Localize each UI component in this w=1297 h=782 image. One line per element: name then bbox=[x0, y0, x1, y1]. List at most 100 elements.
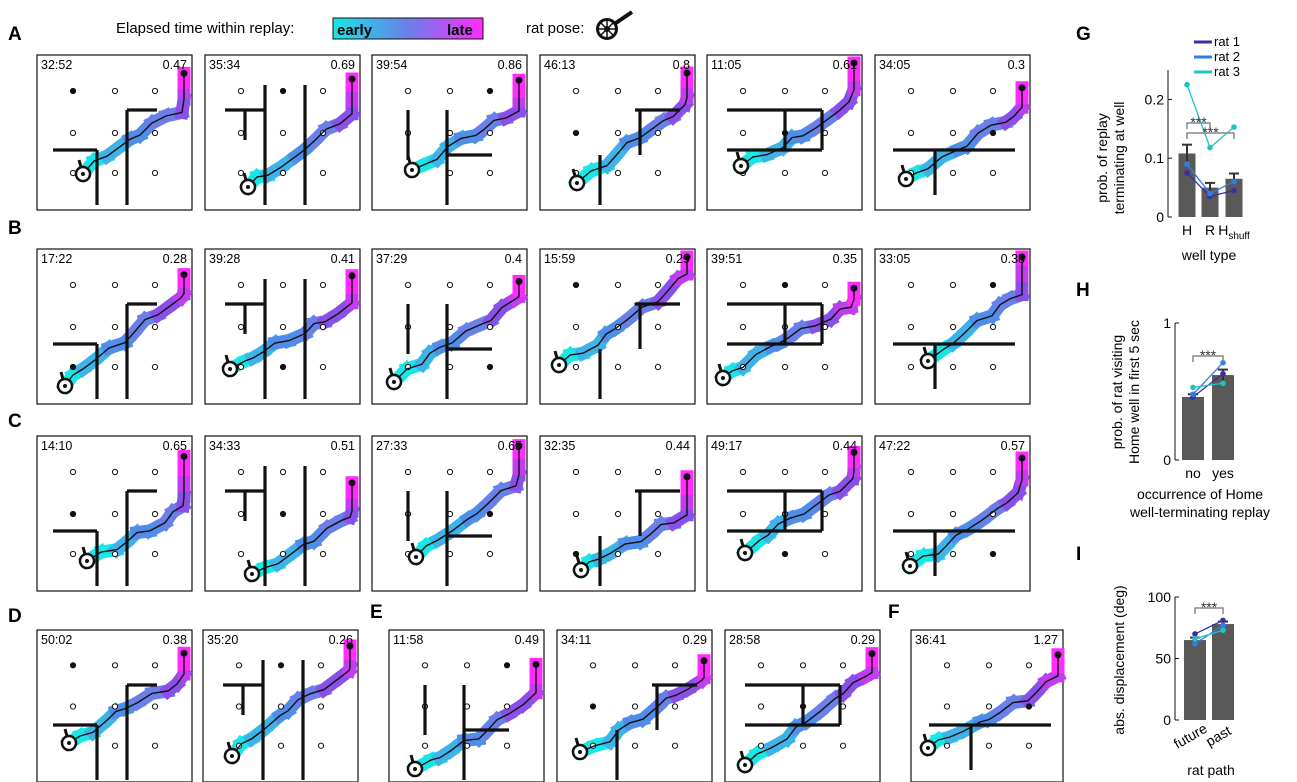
reward-well bbox=[237, 323, 245, 331]
chart-h-axes: 0 1 no yes bbox=[1163, 315, 1234, 481]
replay-time-label: 46:13 bbox=[544, 58, 575, 72]
x-tick-subscript: shuff bbox=[1228, 231, 1250, 242]
reward-well bbox=[69, 363, 77, 371]
reward-well bbox=[821, 87, 829, 95]
reward-well bbox=[317, 662, 325, 669]
chart-h-bars bbox=[1182, 368, 1234, 460]
reward-well bbox=[907, 281, 915, 289]
rat-pose-icon bbox=[919, 733, 937, 757]
chart-h-xlabel-2: well-terminating replay bbox=[1129, 504, 1270, 520]
y-tick-label: 100 bbox=[1148, 589, 1172, 605]
series-point bbox=[1220, 622, 1226, 629]
reward-well bbox=[151, 468, 159, 476]
rat-pose-icon bbox=[403, 155, 421, 179]
reward-well bbox=[799, 742, 807, 749]
series-point bbox=[1192, 636, 1198, 642]
reward-well bbox=[69, 281, 77, 289]
series-point bbox=[1190, 384, 1196, 391]
reward-well bbox=[111, 87, 119, 95]
row-a-panel: 46:13 0.8 bbox=[539, 54, 696, 211]
series-point bbox=[1220, 370, 1226, 377]
reward-well bbox=[151, 550, 159, 558]
reward-well bbox=[404, 281, 412, 289]
legend-rat2-label: rat 2 bbox=[1214, 49, 1240, 64]
replay-time-label: 34:33 bbox=[209, 439, 240, 453]
legend-rat1-label: rat 1 bbox=[1214, 34, 1240, 49]
reward-well bbox=[589, 662, 597, 669]
decoded-path-line bbox=[415, 445, 520, 558]
decoded-path-line bbox=[927, 654, 1059, 749]
reward-well bbox=[151, 703, 159, 710]
rat-center bbox=[85, 559, 89, 563]
replay-score-label: 0.86 bbox=[498, 58, 522, 72]
decoded-path-line bbox=[86, 456, 185, 562]
series-point bbox=[1220, 359, 1226, 366]
decoded-path-line bbox=[580, 476, 688, 571]
replay-time-label: 39:28 bbox=[209, 252, 240, 266]
row-c-panel: 32:35 0.44 bbox=[539, 435, 696, 592]
replay-time-label: 35:34 bbox=[209, 58, 240, 72]
reward-well bbox=[614, 363, 622, 371]
row-c-panel: 34:33 0.51 bbox=[204, 435, 361, 592]
replay-time-label: 47:22 bbox=[879, 439, 910, 453]
reward-well bbox=[631, 703, 639, 710]
series-line-rat-2 bbox=[1192, 362, 1224, 395]
reward-well bbox=[237, 468, 245, 476]
decoded-path-line bbox=[411, 80, 520, 171]
significance-bracket bbox=[1192, 355, 1224, 362]
replay-end-marker bbox=[532, 660, 540, 668]
reward-well bbox=[319, 510, 327, 518]
rat-center bbox=[579, 568, 583, 572]
replay-time-label: 14:10 bbox=[41, 439, 72, 453]
reward-well bbox=[989, 363, 997, 371]
reward-well bbox=[654, 281, 662, 289]
series-point bbox=[1184, 170, 1190, 176]
reward-well bbox=[404, 468, 412, 476]
replay-score-label: 1.27 bbox=[1034, 633, 1058, 647]
panel-letter-d: D bbox=[8, 606, 22, 627]
replay-end-marker bbox=[1054, 651, 1062, 659]
reward-well bbox=[572, 323, 580, 331]
reward-well bbox=[614, 129, 622, 137]
reward-well bbox=[989, 281, 997, 289]
replay-end-marker bbox=[1018, 253, 1026, 261]
reward-well bbox=[237, 550, 245, 558]
row-c-panel: 14:10 0.65 bbox=[36, 435, 193, 592]
reward-well bbox=[151, 510, 159, 518]
reward-well bbox=[572, 129, 580, 137]
replay-score-label: 0.57 bbox=[1001, 439, 1025, 453]
replay-end-marker bbox=[180, 452, 188, 460]
reward-well bbox=[486, 281, 494, 289]
reward-well bbox=[781, 550, 789, 558]
rat-center bbox=[926, 746, 930, 750]
rat-center bbox=[63, 384, 67, 388]
replay-score-label: 0.49 bbox=[515, 633, 539, 647]
reward-well bbox=[614, 550, 622, 558]
row-a-panel: 32:52 0.47 bbox=[36, 54, 193, 211]
replay-time-label: 34:05 bbox=[879, 58, 910, 72]
series-point bbox=[1192, 640, 1198, 647]
reward-well bbox=[739, 129, 747, 137]
row4-panel: 34:11 0.29 bbox=[556, 629, 714, 782]
reward-well bbox=[319, 363, 327, 371]
reward-well bbox=[739, 281, 747, 289]
bar bbox=[1182, 396, 1204, 460]
replay-score-label: 0.29 bbox=[851, 633, 875, 647]
reward-well bbox=[279, 363, 287, 371]
decoded-path-line bbox=[251, 482, 353, 575]
series-point bbox=[1231, 178, 1237, 185]
reward-well bbox=[671, 703, 679, 710]
reward-well bbox=[237, 129, 245, 137]
rat-pose-icon bbox=[897, 164, 915, 188]
reward-well bbox=[949, 550, 957, 558]
reward-well bbox=[757, 703, 765, 710]
replay-score-label: 0.44 bbox=[833, 439, 857, 453]
replay-score-label: 0.51 bbox=[331, 439, 355, 453]
reward-well bbox=[279, 550, 287, 558]
reward-well bbox=[949, 129, 957, 137]
panel-letter-a: A bbox=[8, 24, 22, 45]
rat-center bbox=[228, 367, 232, 371]
reward-well bbox=[421, 742, 429, 749]
replay-end-marker bbox=[348, 479, 356, 487]
